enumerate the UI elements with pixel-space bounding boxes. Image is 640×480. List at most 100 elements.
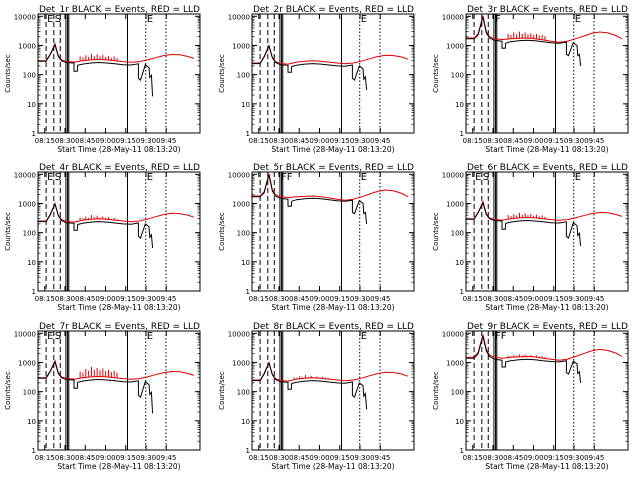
marker-label: E xyxy=(147,172,153,183)
chart-panel-8: E 1 10 100 1000 10000 08:15 08:30 08:45 09:00 09:1… xyxy=(218,322,415,471)
y-tick-label: 1000 xyxy=(232,359,250,367)
x-tick-label: 09:15 xyxy=(116,295,136,303)
x-tick-label: 08:45 xyxy=(75,137,95,145)
chart-title: Det_3r BLACK = Events, RED = LLD xyxy=(467,5,628,15)
chart-title: Det_1r BLACK = Events, RED = LLD xyxy=(39,5,200,15)
plot-frame xyxy=(37,13,201,134)
x-tick-label: 09:45 xyxy=(156,295,176,303)
events-series-line xyxy=(466,16,582,66)
x-tick-label: 09:45 xyxy=(584,295,604,303)
chart-title: Det_8r BLACK = Events, RED = LLD xyxy=(253,322,414,332)
x-tick-label: 09:00 xyxy=(309,295,329,303)
x-tick-label: 08:15 xyxy=(249,137,269,145)
events-series-line xyxy=(466,201,582,247)
plot-frame xyxy=(251,13,415,134)
lld-series-line xyxy=(466,200,623,221)
marker-label: S xyxy=(483,172,489,183)
y-tick-label: 1 xyxy=(32,447,36,455)
y-axis-label: Counts/sec xyxy=(432,212,440,251)
marker-label: E xyxy=(361,14,367,25)
x-tick-label: 08:45 xyxy=(503,295,523,303)
x-tick-label: 08:45 xyxy=(289,454,309,462)
y-tick-label: 1 xyxy=(460,288,464,296)
y-tick-label: 100 xyxy=(23,389,36,397)
y-tick-label: 1000 xyxy=(232,42,250,50)
marker-label: E xyxy=(47,14,53,25)
y-tick-label: 10 xyxy=(455,259,464,267)
events-series-line xyxy=(252,361,368,410)
x-tick-label: 09:30 xyxy=(136,454,156,462)
x-tick-label: 08:30 xyxy=(55,454,75,462)
lld-series-line xyxy=(252,44,409,65)
marker-label: F xyxy=(495,14,501,25)
y-tick-label: 10 xyxy=(241,418,250,426)
y-tick-label: 1000 xyxy=(446,42,464,50)
x-axis-label: Start Time (28-May-11 08:13:20) xyxy=(485,145,608,154)
y-tick-label: 100 xyxy=(23,72,36,80)
x-tick-label: 09:30 xyxy=(136,295,156,303)
y-tick-label: 100 xyxy=(237,72,250,80)
x-tick-label: 09:30 xyxy=(136,137,156,145)
y-axis-label: Counts/sec xyxy=(4,54,12,93)
chart-title: Det_5r BLACK = Events, RED = LLD xyxy=(253,163,414,173)
y-tick-label: 10000 xyxy=(228,13,250,21)
marker-label: FF xyxy=(281,172,293,183)
y-tick-label: 10000 xyxy=(442,13,464,21)
x-tick-label: 09:30 xyxy=(564,137,584,145)
y-tick-label: 10000 xyxy=(442,330,464,338)
plot-frame xyxy=(37,330,201,451)
plot-frame xyxy=(465,13,629,134)
lld-series-line xyxy=(38,42,195,63)
y-tick-label: 1000 xyxy=(18,200,36,208)
y-tick-label: 1 xyxy=(246,130,250,138)
x-tick-label: 08:30 xyxy=(483,454,503,462)
y-tick-label: 100 xyxy=(237,230,250,238)
x-tick-label: 08:15 xyxy=(463,295,483,303)
y-tick-label: 10000 xyxy=(228,171,250,179)
y-tick-label: 10000 xyxy=(442,171,464,179)
y-tick-label: 10000 xyxy=(14,330,36,338)
x-tick-label: 09:30 xyxy=(350,454,370,462)
x-tick-label: 09:45 xyxy=(370,454,390,462)
x-tick-label: 09:15 xyxy=(116,454,136,462)
y-tick-label: 10000 xyxy=(14,13,36,21)
y-tick-label: 10 xyxy=(27,259,36,267)
x-axis-label: Start Time (28-May-11 08:13:20) xyxy=(271,145,394,154)
x-tick-label: 09:15 xyxy=(544,454,564,462)
y-axis-label: Counts/sec xyxy=(218,54,226,93)
y-axis-label: Counts/sec xyxy=(432,371,440,410)
x-tick-label: 09:15 xyxy=(116,137,136,145)
y-tick-label: 10 xyxy=(241,101,250,109)
y-tick-label: 1 xyxy=(32,130,36,138)
events-series-line xyxy=(38,360,154,414)
x-tick-label: 08:45 xyxy=(75,454,95,462)
lld-series-line xyxy=(38,202,195,223)
x-tick-label: 08:15 xyxy=(463,137,483,145)
x-axis-label: Start Time (28-May-11 08:13:20) xyxy=(271,303,394,312)
x-tick-label: 09:00 xyxy=(95,454,115,462)
x-tick-label: 09:30 xyxy=(564,454,584,462)
y-tick-label: 100 xyxy=(23,230,36,238)
x-axis-label: Start Time (28-May-11 08:13:20) xyxy=(485,462,608,471)
x-tick-label: 09:45 xyxy=(156,454,176,462)
x-tick-label: 08:30 xyxy=(55,137,75,145)
x-axis-label: Start Time (28-May-11 08:13:20) xyxy=(485,303,608,312)
x-tick-label: 09:00 xyxy=(523,454,543,462)
x-axis-label: Start Time (28-May-11 08:13:20) xyxy=(271,462,394,471)
y-tick-label: 1 xyxy=(246,447,250,455)
y-tick-label: 10 xyxy=(455,101,464,109)
y-tick-label: 1 xyxy=(460,130,464,138)
x-tick-label: 08:15 xyxy=(249,454,269,462)
x-tick-label: 08:30 xyxy=(55,295,75,303)
y-tick-label: 1 xyxy=(246,288,250,296)
plot-frame xyxy=(37,171,201,292)
y-tick-label: 1000 xyxy=(232,200,250,208)
x-tick-label: 08:15 xyxy=(35,295,55,303)
y-tick-label: 10000 xyxy=(228,330,250,338)
x-tick-label: 09:30 xyxy=(350,295,370,303)
